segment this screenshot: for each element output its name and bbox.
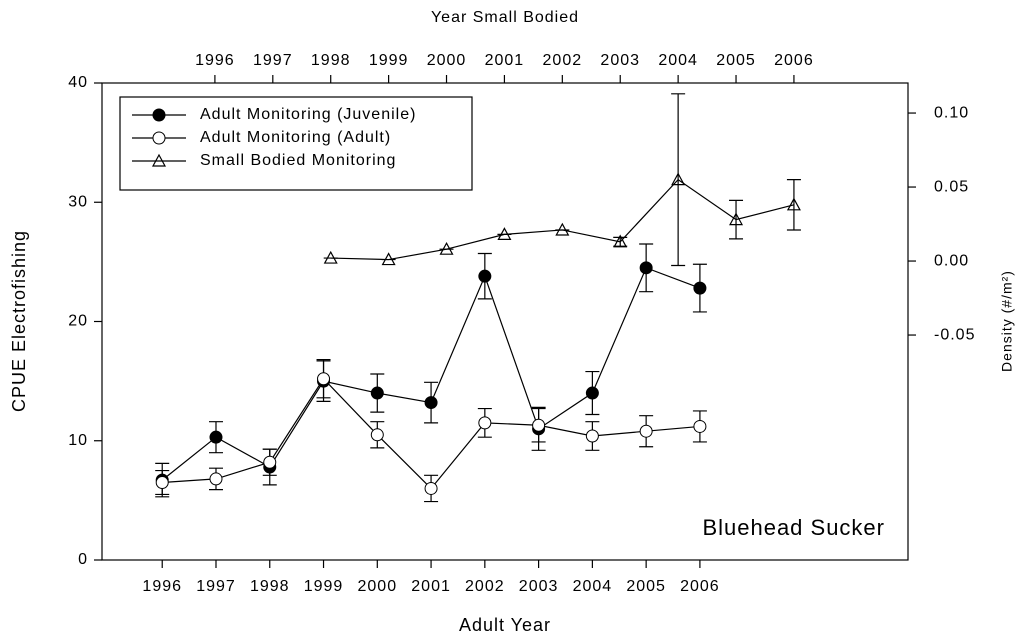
y2-axis-title: Density (#/m²) <box>999 270 1015 372</box>
x-tick-label: 2004 <box>573 578 613 595</box>
x-tick-label: 2002 <box>465 578 505 595</box>
marker <box>424 396 438 410</box>
x-tick-label: 1999 <box>304 578 344 595</box>
error-bar <box>671 93 686 267</box>
marker <box>381 252 396 266</box>
x2-tick-label: 1997 <box>253 52 293 69</box>
y2-tick-label: -0.05 <box>934 326 975 343</box>
y2-tick-label: 0.10 <box>934 104 969 121</box>
y-tick-label: 30 <box>68 193 88 210</box>
x-tick-label: 2001 <box>411 578 451 595</box>
x-axis-title: Adult Year <box>459 615 551 635</box>
legend-box <box>119 96 473 191</box>
marker <box>370 386 384 400</box>
x2-tick-label: 1998 <box>311 52 351 69</box>
series-line <box>330 178 795 261</box>
marker <box>263 455 277 469</box>
x2-tick-label: 1999 <box>369 52 409 69</box>
legend-marker <box>152 108 166 122</box>
x-tick-label: 2000 <box>358 578 398 595</box>
marker <box>729 212 744 226</box>
marker <box>370 428 384 442</box>
marker <box>209 472 223 486</box>
y-tick-label: 40 <box>68 74 88 91</box>
marker <box>639 424 653 438</box>
legend-label: Adult Monitoring (Adult) <box>200 129 391 146</box>
x-tick-label: 1997 <box>196 578 236 595</box>
marker <box>671 172 686 186</box>
series-line <box>161 267 701 481</box>
y-axis-title: CPUE Electrofishing <box>9 230 29 412</box>
marker <box>497 227 512 241</box>
legend-label: Small Bodied Monitoring <box>200 152 396 169</box>
x2-tick-label: 2005 <box>716 52 756 69</box>
x2-tick-label: 2000 <box>427 52 467 69</box>
marker <box>478 416 492 430</box>
legend-marker <box>151 153 167 167</box>
marker <box>323 250 338 264</box>
y2-tick-label: 0.05 <box>934 178 969 195</box>
legend-marker <box>152 131 166 145</box>
error-bar <box>786 179 801 231</box>
marker <box>555 222 570 236</box>
marker <box>693 281 707 295</box>
x-tick-label: 2003 <box>519 578 559 595</box>
x-tick-label: 2005 <box>626 578 666 595</box>
marker <box>585 429 599 443</box>
top-axis-title: Year Small Bodied <box>431 9 579 26</box>
marker <box>155 475 169 489</box>
marker <box>478 269 492 283</box>
x2-tick-label: 2001 <box>485 52 525 69</box>
x2-tick-label: 1996 <box>195 52 235 69</box>
marker <box>786 197 801 211</box>
x-tick-label: 1998 <box>250 578 290 595</box>
marker <box>532 418 546 432</box>
x2-tick-label: 2006 <box>774 52 814 69</box>
annotation: Bluehead Sucker <box>702 515 885 540</box>
legend-label: Adult Monitoring (Juvenile) <box>200 106 416 123</box>
x2-tick-label: 2004 <box>658 52 698 69</box>
marker <box>639 261 653 275</box>
y-tick-label: 10 <box>68 432 88 449</box>
x-tick-label: 2006 <box>680 578 720 595</box>
y2-tick-label: 0.00 <box>934 252 969 269</box>
x2-tick-label: 2003 <box>600 52 640 69</box>
x2-tick-label: 2002 <box>543 52 583 69</box>
marker <box>439 241 454 255</box>
y-tick-label: 0 <box>78 551 88 568</box>
marker <box>613 234 628 248</box>
x-tick-label: 1996 <box>142 578 182 595</box>
marker <box>693 419 707 433</box>
error-bar <box>729 199 744 240</box>
marker <box>209 430 223 444</box>
marker <box>424 481 438 495</box>
marker <box>585 386 599 400</box>
marker <box>317 372 331 386</box>
y-tick-label: 20 <box>68 313 88 330</box>
